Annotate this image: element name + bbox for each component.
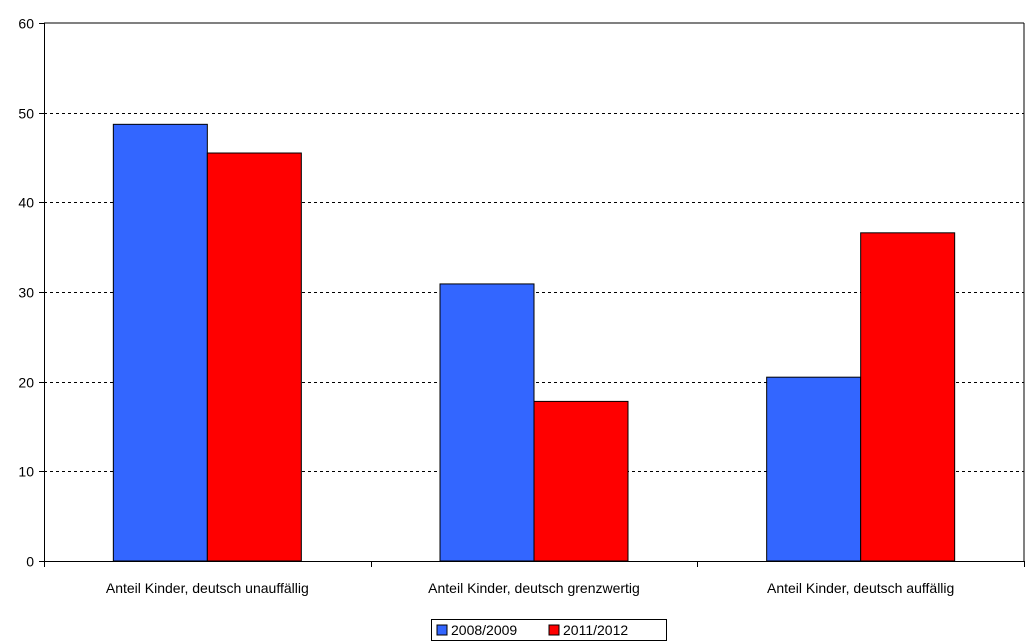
x-category-label: Anteil Kinder, deutsch unauffällig (106, 580, 309, 596)
axis-labels: 0 10 20 30 40 50 60 Anteil Kinder, deutsch unau… (18, 16, 954, 597)
legend-swatch (436, 624, 448, 636)
bar-series-1-cat-1 (112, 123, 208, 562)
bar-series-2-cat-1 (206, 152, 302, 562)
y-tick-label: 30 (18, 285, 34, 301)
bars (112, 123, 956, 562)
y-tick-label: 20 (18, 375, 34, 391)
x-category-label: Anteil Kinder, deutsch auffällig (767, 580, 954, 596)
legend-swatch (548, 624, 560, 636)
legend-label: 2008/2009 (451, 622, 517, 638)
bar-series-1-cat-2 (439, 283, 535, 562)
y-tick-label: 40 (18, 195, 34, 211)
bar-series-1-cat-3 (766, 376, 862, 562)
bar-series-2-cat-2 (533, 400, 629, 562)
bar-series-2-cat-3 (860, 232, 956, 562)
y-tick-label: 50 (18, 106, 34, 122)
x-category-label: Anteil Kinder, deutsch grenzwertig (428, 580, 640, 596)
y-tick-label: 10 (18, 464, 34, 480)
legend-label: 2011/2012 (563, 622, 628, 638)
y-tick-label: 0 (26, 554, 34, 570)
legend: 2008/2009 2011/2012 (431, 619, 667, 641)
y-tick-label: 60 (18, 16, 34, 32)
